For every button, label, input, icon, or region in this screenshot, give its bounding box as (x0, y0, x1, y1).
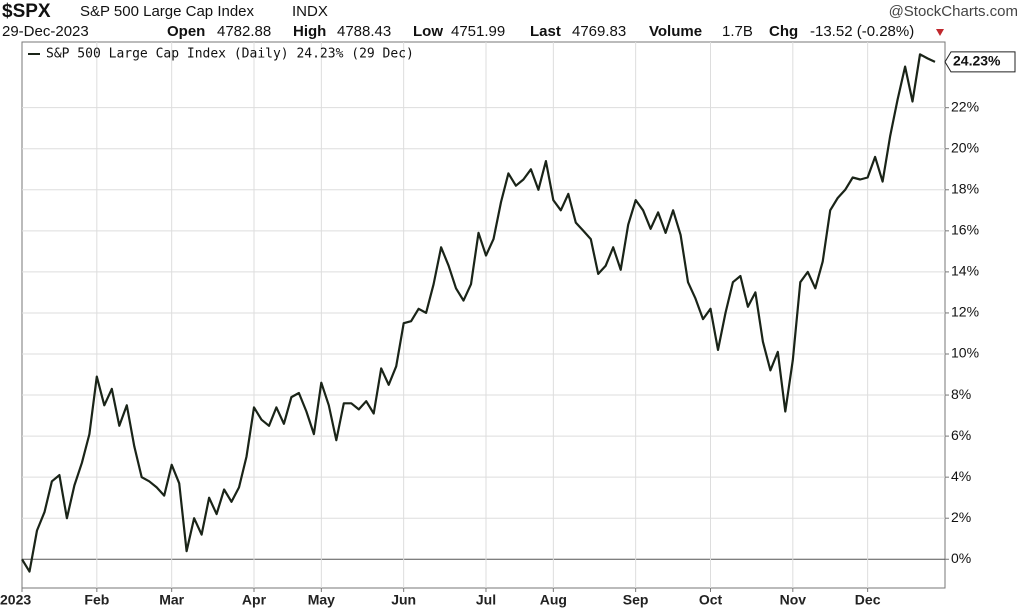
y-tick-label: 8% (951, 386, 971, 402)
down-arrow (936, 29, 944, 36)
y-tick-label: 14% (951, 263, 979, 279)
x-tick-label: Feb (84, 592, 109, 608)
y-tick-label: 18% (951, 180, 979, 196)
x-tick-label: 2023 (0, 592, 31, 608)
exchange: INDX (292, 3, 328, 20)
y-tick-label: 12% (951, 304, 979, 320)
y-tick-label: 6% (951, 427, 971, 443)
x-tick-label: May (308, 592, 335, 608)
x-tick-label: Aug (540, 592, 567, 608)
last: 4769.83 (572, 23, 626, 40)
y-tick-label: 16% (951, 222, 979, 238)
high: 4788.43 (337, 23, 391, 40)
y-tick-label: 0% (951, 550, 971, 566)
low-label: Low (413, 23, 443, 40)
plot-frame (21, 41, 946, 589)
x-tick-label: Mar (159, 592, 184, 608)
x-tick-label: Dec (855, 592, 881, 608)
low: 4751.99 (451, 23, 505, 40)
price-line (21, 53, 936, 573)
date: 29-Dec-2023 (2, 23, 89, 40)
volume: 1.7B (722, 23, 753, 40)
high-label: High (293, 23, 326, 40)
y-tick-label: 22% (951, 98, 979, 114)
legend-label: S&P 500 Large Cap Index (Daily) 24.23% (… (46, 47, 414, 62)
y-tick-label: 4% (951, 468, 971, 484)
open: 4782.88 (217, 23, 271, 40)
chg: -13.52 (-0.28%) (810, 23, 914, 40)
x-tick-label: Apr (242, 592, 267, 608)
last-label: Last (530, 23, 561, 40)
x-tick-label: Oct (699, 592, 723, 608)
x-tick-label: Jul (476, 592, 496, 608)
open-label: Open (167, 23, 205, 40)
last-value-box (944, 51, 1016, 73)
x-tick-label: Sep (623, 592, 649, 608)
x-tick-label: Nov (780, 592, 807, 608)
last-value-label: 24.23% (953, 53, 1001, 69)
y-tick-label: 2% (951, 509, 971, 525)
x-tick-label: Jun (391, 592, 416, 608)
volume-label: Volume (649, 23, 702, 40)
symbol: $SPX (2, 1, 51, 22)
y-tick-label: 10% (951, 345, 979, 361)
source: @StockCharts.com (889, 3, 1018, 20)
index-name: S&P 500 Large Cap Index (80, 3, 255, 20)
y-tick-label: 20% (951, 139, 979, 155)
chg-label: Chg (769, 23, 798, 40)
